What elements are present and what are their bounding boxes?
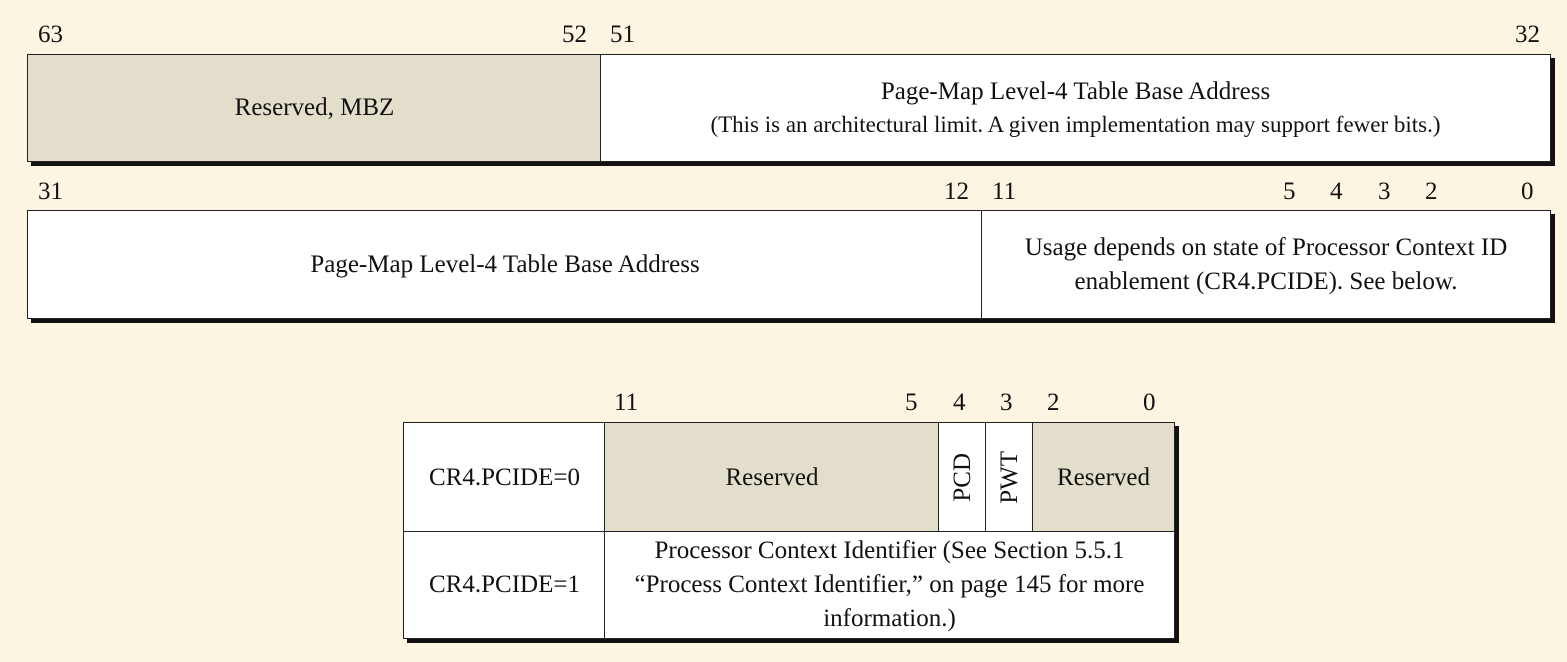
pcid-description-line2: “Process Context Identifier,” on page 14… <box>634 571 1145 598</box>
pcide0-label-cell: CR4.PCIDE=0 <box>404 423 605 532</box>
detail-bit-5-label: 5 <box>905 389 918 416</box>
reserved-low-label: Reserved <box>1056 463 1151 491</box>
bit-63-label: 63 <box>38 21 63 48</box>
pml4-base-high-note: (This is an architectural limit. A given… <box>710 112 1441 137</box>
pml4-base-high-field: Page-Map Level-4 Table Base Address (Thi… <box>600 55 1550 161</box>
reserved-mbz-label: Reserved, MBZ <box>234 94 395 121</box>
pcid-description-line3: information.) <box>823 605 956 632</box>
reserved-low-field: Reserved <box>1032 423 1174 532</box>
bit-31-label: 31 <box>38 178 63 205</box>
bit-0-label: 0 <box>1521 178 1534 205</box>
pcid-usage-line1: Usage depends on state of Processor Cont… <box>1024 233 1508 261</box>
pcid-description-line1: Processor Context Identifier (See Sectio… <box>654 537 1125 564</box>
bit-32-label: 32 <box>1515 21 1540 48</box>
pcd-label: PCD <box>948 453 976 502</box>
detail-bit-3-label: 3 <box>1000 389 1013 416</box>
bit-3-label: 3 <box>1378 178 1391 205</box>
detail-bit-4-label: 4 <box>953 389 966 416</box>
detail-bit-11-label: 11 <box>614 389 639 416</box>
pcd-bit-field: PCD <box>938 423 986 532</box>
bit-4-label: 4 <box>1330 178 1343 205</box>
bit-12-label: 12 <box>944 178 969 205</box>
detail-row-divider <box>404 531 1174 532</box>
detail-bit-2-label: 2 <box>1047 389 1060 416</box>
reserved-mbz-field: Reserved, MBZ <box>28 55 601 161</box>
bit-11-label: 11 <box>992 178 1017 205</box>
reserved-high-field: Reserved <box>604 423 939 532</box>
bit-2-label: 2 <box>1425 178 1438 205</box>
register-high-half: Reserved, MBZ Page-Map Level-4 Table Bas… <box>27 54 1551 162</box>
pwt-label: PWT <box>995 451 1023 504</box>
bit-5-label: 5 <box>1283 178 1296 205</box>
pcide0-label: CR4.PCIDE=0 <box>429 463 580 491</box>
pml4-base-high-title: Page-Map Level-4 Table Base Address <box>880 78 1271 105</box>
pcide1-row: CR4.PCIDE=1 Processor Context Identifier… <box>404 532 1174 638</box>
pwt-bit-field: PWT <box>985 423 1033 532</box>
bit-52-label: 52 <box>562 21 587 48</box>
register-low-half: Page-Map Level-4 Table Base Address Usag… <box>27 210 1551 319</box>
pml4-base-low-field: Page-Map Level-4 Table Base Address <box>28 211 982 318</box>
pcide0-row: CR4.PCIDE=0 Reserved PCD PWT Reserved <box>404 423 1174 532</box>
detail-bit-0-label: 0 <box>1143 389 1156 416</box>
pcid-usage-line2: enablement (CR4.PCIDE). See below. <box>1074 267 1458 295</box>
pml4-base-low-label: Page-Map Level-4 Table Base Address <box>310 250 700 278</box>
pcide1-label: CR4.PCIDE=1 <box>429 571 580 598</box>
pcide1-label-cell: CR4.PCIDE=1 <box>404 532 605 638</box>
pcide-detail-table: CR4.PCIDE=0 Reserved PCD PWT Reserved CR… <box>403 422 1175 639</box>
bit-51-label: 51 <box>610 21 635 48</box>
reserved-high-label: Reserved <box>725 463 819 491</box>
pcid-usage-field: Usage depends on state of Processor Cont… <box>981 211 1550 318</box>
pcid-field: Processor Context Identifier (See Sectio… <box>604 532 1174 638</box>
